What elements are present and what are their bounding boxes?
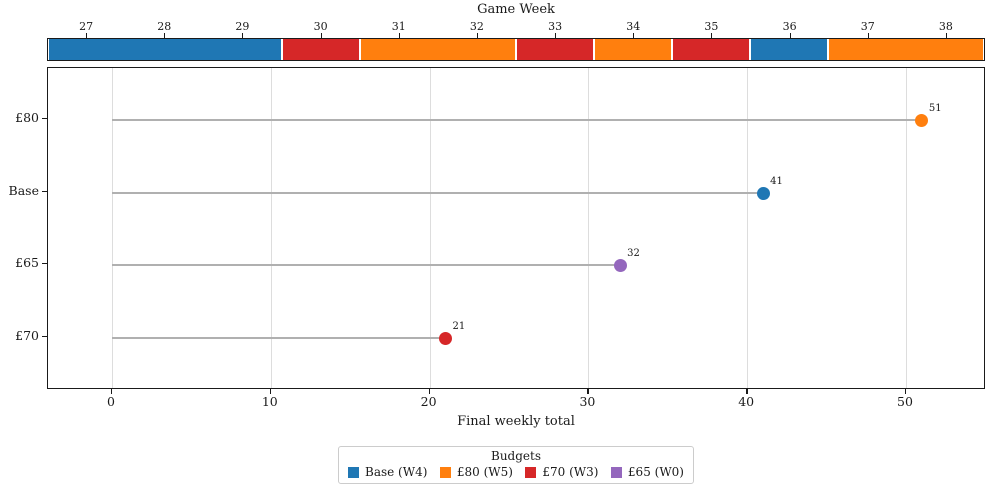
gameweek-tick-label: 37 [860, 20, 875, 33]
timeline-segment-80 [828, 39, 984, 60]
gameweek-tick-label: 35 [704, 20, 719, 33]
x-tick-mark [746, 389, 748, 394]
legend-entry-label: £70 (W3) [542, 465, 599, 479]
gameweek-tick-label: 33 [548, 20, 563, 33]
y-tick-mark [42, 263, 47, 265]
gameweek-tick-label: 30 [313, 20, 328, 33]
gameweek-tick-mark [164, 33, 166, 38]
legend-title: Budgets [491, 449, 541, 463]
gridline [270, 68, 272, 388]
x-axis-title: Final weekly total [457, 414, 575, 429]
value-label: 32 [627, 248, 640, 259]
gameweek-tick-label: 34 [626, 20, 641, 33]
x-tick-label: 20 [420, 394, 437, 409]
legend-swatch-70 [525, 466, 537, 478]
timeline-segment-Base [48, 39, 282, 60]
gameweek-tick-mark [945, 33, 947, 38]
gameweek-tick-mark [398, 33, 400, 38]
gameweek-tick-mark [555, 33, 557, 38]
value-label: 21 [452, 321, 466, 332]
value-label: 41 [770, 176, 783, 187]
gameweek-tick-mark [867, 33, 869, 38]
legend-entry: Base (W4) [348, 465, 427, 479]
value-label: 51 [928, 103, 942, 114]
gameweek-tick-mark [633, 33, 635, 38]
legend-entry-label: Base (W4) [365, 465, 428, 479]
legend-entries: Base (W4) £80 (W5) £70 (W3) £65 (W0) [348, 464, 684, 480]
y-category-label: £80 [15, 110, 39, 125]
lollipop-stem [112, 337, 446, 340]
timeline-segment-70 [282, 39, 360, 60]
gameweek-tick-mark [711, 33, 713, 38]
legend-swatch-65 [610, 466, 622, 478]
timeline-segment-Base [750, 39, 828, 60]
gridline [588, 68, 590, 388]
x-tick-mark [587, 389, 589, 394]
y-tick-mark [42, 118, 47, 120]
x-tick-label: 30 [579, 394, 596, 409]
timeline-segment-80 [359, 39, 516, 60]
lollipop-dot-65 [613, 258, 627, 272]
legend-entry: £80 (W5) [439, 465, 513, 479]
legend-entry-label: £80 (W5) [456, 465, 513, 479]
legend-box: Budgets Base (W4) £80 (W5) £70 (W3) £65 (W0… [338, 446, 694, 484]
gameweek-tick-mark [476, 33, 478, 38]
gameweek-tick-label: 29 [235, 20, 250, 33]
gameweek-tick-label: 36 [782, 20, 797, 33]
timeline-segment-70 [516, 39, 594, 60]
legend-swatch-Base [348, 466, 359, 478]
x-tick-label: 0 [107, 394, 115, 409]
gameweek-tick-container: 27 28 29 30 31 32 33 34 35 36 37 38 [0, 0, 996, 38]
gridline [112, 68, 113, 388]
lollipop-dot-80 [915, 113, 929, 127]
legend-swatch-80 [439, 466, 451, 478]
lollipop-stem [112, 264, 621, 267]
gameweek-tick-label: 31 [391, 20, 406, 33]
x-tick-mark [269, 389, 272, 394]
plot-area: 51 41 32 21 [47, 67, 985, 389]
x-tick-mark [905, 389, 907, 394]
y-category-label: £70 [15, 328, 39, 343]
gameweek-tick-label: 32 [469, 20, 484, 33]
gameweek-tick-label: 38 [938, 20, 953, 33]
gameweek-tick-mark [320, 33, 322, 38]
legend-entry: £70 (W3) [525, 465, 598, 479]
gameweek-tick-label: 27 [79, 20, 94, 33]
gameweek-timeline-strip [47, 38, 985, 61]
lollipop-dot-Base [756, 186, 770, 200]
y-category-label: Base [8, 183, 39, 198]
legend-entry-label: £65 (W0) [627, 465, 684, 479]
x-tick-mark [428, 389, 430, 394]
gameweek-tick-mark [86, 33, 88, 38]
x-tick-mark [111, 389, 113, 394]
timeline-segment-80 [594, 39, 672, 60]
gameweek-tick-mark [789, 33, 791, 38]
gridline [906, 68, 907, 388]
lollipop-dot-70 [438, 331, 452, 345]
gameweek-tick-mark [242, 33, 244, 38]
x-tick-label: 10 [261, 394, 278, 409]
legend-entry: £65 (W0) [610, 465, 684, 479]
y-tick-mark [42, 191, 47, 193]
y-category-label: £65 [15, 255, 39, 270]
timeline-segment-70 [671, 39, 750, 60]
x-tick-label: 40 [738, 394, 755, 409]
gridline [429, 68, 431, 388]
gameweek-axis-title: Game Week [477, 2, 555, 17]
y-tick-mark [42, 336, 47, 338]
gameweek-tick-label: 28 [157, 20, 172, 33]
lollipop-stem [112, 192, 764, 195]
x-tick-label: 50 [897, 394, 913, 409]
lollipop-stem [112, 119, 922, 122]
gridline [747, 68, 749, 388]
